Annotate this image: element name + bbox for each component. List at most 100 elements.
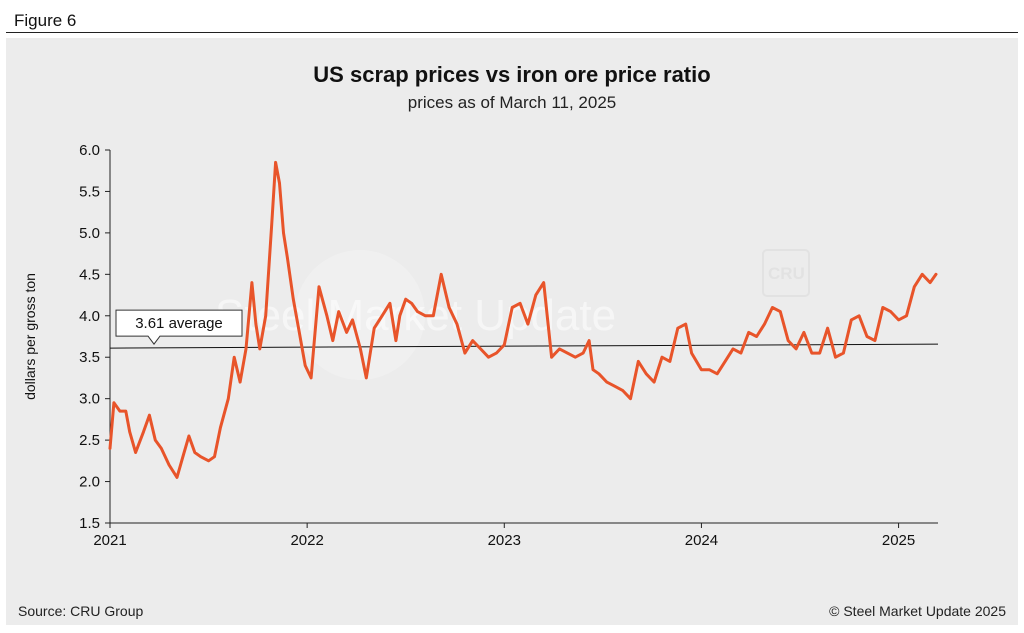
- data-point: [779, 310, 782, 313]
- y-tick-label: 4.0: [79, 308, 100, 325]
- data-point: [298, 331, 301, 334]
- data-point: [487, 356, 490, 359]
- data-point: [373, 327, 376, 330]
- data-point: [913, 285, 916, 288]
- series-group: [108, 160, 938, 479]
- data-point: [286, 256, 289, 259]
- data-point: [345, 331, 348, 334]
- y-tick-label: 2.5: [79, 432, 100, 449]
- data-point: [700, 368, 703, 371]
- data-point: [865, 335, 869, 338]
- data-point: [175, 476, 179, 479]
- data-point: [167, 463, 171, 467]
- data-point: [160, 447, 163, 450]
- data-point: [270, 223, 273, 226]
- data-point: [739, 351, 743, 355]
- data-point: [897, 318, 900, 322]
- y-tick-label: 3.0: [79, 391, 100, 408]
- data-point: [388, 302, 392, 305]
- data-point: [351, 318, 354, 322]
- data-point: [331, 339, 334, 342]
- data-point: [787, 339, 790, 342]
- data-point: [207, 459, 210, 462]
- source-note: Source: CRU Group: [18, 603, 144, 619]
- y-axis-title: dollars per gross ton: [22, 273, 38, 400]
- data-point: [282, 231, 285, 235]
- data-point: [629, 397, 632, 400]
- data-point: [258, 347, 261, 351]
- y-tick-label: 5.0: [79, 225, 100, 242]
- data-point: [213, 455, 216, 458]
- data-point: [304, 364, 307, 367]
- y-tick-label: 6.0: [79, 142, 100, 159]
- data-point: [645, 372, 648, 375]
- data-point: [244, 347, 248, 351]
- data-point: [227, 397, 230, 400]
- data-point: [690, 351, 693, 355]
- data-point: [432, 314, 435, 317]
- data-point: [365, 376, 368, 380]
- data-point: [254, 322, 258, 326]
- data-point: [193, 451, 196, 454]
- data-point: [317, 285, 321, 288]
- data-point: [264, 314, 267, 317]
- data-point: [394, 339, 398, 342]
- data-point: [873, 339, 877, 342]
- data-point: [479, 347, 482, 351]
- data-point: [771, 306, 774, 309]
- data-point: [404, 298, 407, 301]
- x-tick-label: 2023: [488, 532, 521, 549]
- data-point: [463, 351, 467, 355]
- data-point: [325, 314, 329, 317]
- data-point: [755, 335, 758, 338]
- data-point: [134, 451, 137, 454]
- y-axis: 1.5 2.0 2.5 3.0 3.5 4.0 4.5 5.0 5.5 6.0: [79, 142, 111, 532]
- data-point: [542, 281, 545, 284]
- data-point: [652, 380, 656, 384]
- data-point: [597, 372, 601, 375]
- figure-label: Figure 6: [14, 11, 77, 30]
- x-tick-label: 2021: [93, 532, 126, 549]
- watermark-text: Steel Market Update: [215, 291, 616, 340]
- data-point: [581, 351, 585, 355]
- chart-title: US scrap prices vs iron ore price ratio: [313, 62, 711, 87]
- data-point: [410, 302, 413, 305]
- y-tick-label: 3.5: [79, 349, 100, 366]
- data-point: [834, 356, 837, 359]
- data-point: [810, 351, 813, 355]
- data-point: [455, 322, 459, 326]
- data-point: [708, 368, 711, 371]
- data-point: [112, 401, 116, 404]
- data-point: [794, 347, 798, 351]
- data-point: [447, 306, 451, 309]
- x-tick-label: 2024: [685, 532, 718, 549]
- data-point: [398, 314, 401, 317]
- data-point: [503, 343, 506, 346]
- x-tick-label: 2022: [290, 532, 323, 549]
- data-point: [574, 356, 577, 359]
- data-point: [181, 455, 185, 458]
- watermark: Steel Market Update CRU: [215, 249, 810, 380]
- data-point: [934, 273, 938, 276]
- data-point: [416, 310, 419, 313]
- average-line: [109, 343, 939, 349]
- data-point: [118, 409, 122, 413]
- data-point: [142, 430, 145, 433]
- data-point: [187, 434, 191, 438]
- data-point: [380, 314, 384, 317]
- y-tick-label: 1.5: [79, 515, 100, 532]
- data-point: [684, 322, 687, 326]
- data-point: [238, 380, 242, 384]
- data-point: [747, 331, 750, 334]
- data-point: [128, 430, 131, 433]
- data-point: [716, 372, 719, 375]
- data-point: [763, 322, 766, 326]
- average-label: 3.61 average: [135, 315, 223, 332]
- data-point: [621, 389, 624, 392]
- x-axis: 2021 2022 2023 2024 2025: [93, 522, 938, 549]
- data-point: [337, 310, 340, 313]
- data-point: [660, 356, 664, 359]
- data-point: [676, 327, 679, 330]
- average-callout-box: [115, 309, 243, 345]
